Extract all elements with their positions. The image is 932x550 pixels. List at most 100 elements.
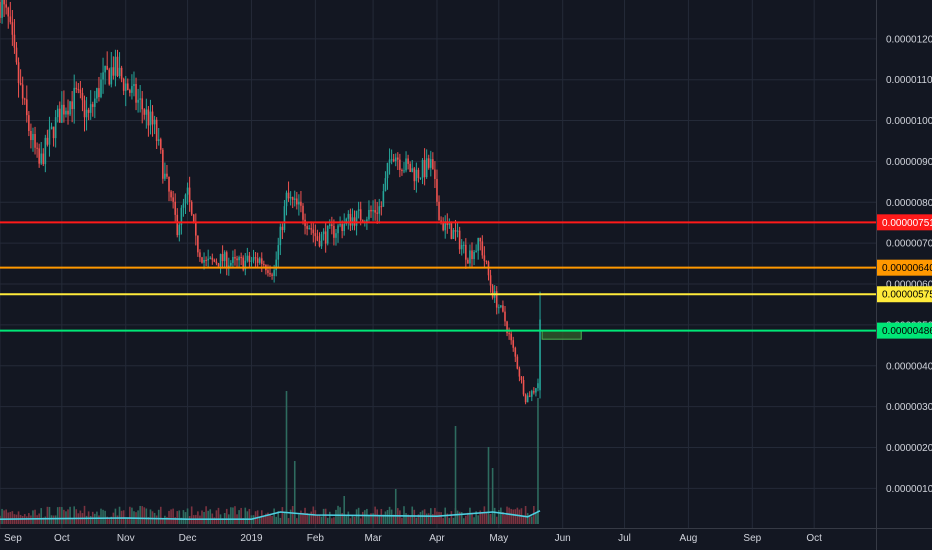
volume-bar: [401, 517, 403, 524]
candle-body: [518, 368, 521, 377]
candle-body: [182, 203, 185, 208]
volume-spike: [491, 468, 494, 524]
candle-body: [539, 319, 541, 391]
candle-body: [25, 99, 28, 116]
candle-body: [310, 228, 313, 230]
candle-body: [469, 250, 471, 264]
volume-bar: [159, 506, 162, 524]
level-price-tag: [877, 322, 932, 339]
candle-body: [149, 111, 152, 126]
candle-body: [52, 126, 55, 139]
volume-bar: [273, 508, 275, 524]
candle-body: [188, 187, 191, 202]
volume-bar: [110, 516, 113, 524]
volume-bar: [506, 506, 508, 524]
volume-bar: [79, 510, 82, 524]
volume-bar: [399, 510, 401, 524]
candle-body: [287, 192, 290, 199]
candle-body: [458, 230, 461, 250]
volume-bar: [168, 510, 170, 524]
volume-bar: [300, 510, 302, 524]
volume-bar: [473, 517, 475, 524]
volume-bar: [436, 511, 438, 524]
candle-body: [40, 153, 43, 164]
candle-body: [56, 108, 59, 118]
volume-bar: [25, 516, 28, 524]
candle-body: [296, 198, 298, 205]
volume-bar: [475, 511, 477, 524]
volume-bar: [456, 510, 459, 524]
volume-bar: [277, 511, 280, 524]
candle-body: [485, 260, 488, 262]
candle-body: [28, 115, 30, 131]
volume-bar: [122, 510, 125, 524]
candle-body: [54, 117, 57, 139]
candle-body: [302, 205, 304, 220]
candle-body: [58, 108, 61, 123]
candle-body: [203, 260, 205, 263]
candle-body: [331, 224, 333, 226]
volume-bar: [69, 506, 71, 524]
volume-bar: [209, 509, 212, 524]
candle-body: [372, 210, 374, 212]
candle-body: [38, 148, 40, 164]
candle-body: [285, 192, 288, 207]
volume-bar: [446, 513, 449, 524]
candle-body: [281, 226, 284, 231]
volume-bar: [481, 511, 484, 524]
candle-body: [172, 197, 174, 202]
volume-bar: [392, 514, 395, 524]
volume-bar: [425, 513, 428, 524]
time-axis[interactable]: Sep Oct Nov Dec 2019 Feb Mar Apr May Jun Jul Aug Sep…: [4, 533, 822, 544]
candle-body: [341, 224, 343, 231]
candle-body: [21, 84, 24, 99]
candle-body: [254, 257, 257, 259]
candle-body: [46, 137, 49, 145]
candle-body: [514, 347, 517, 357]
candle-body: [483, 255, 486, 261]
volume-bar: [275, 516, 277, 524]
volume-bar: [512, 509, 515, 524]
volume-bar: [500, 507, 502, 524]
volume-bar: [182, 510, 185, 524]
time-tick-label: Dec: [179, 533, 197, 544]
volume-bar: [413, 509, 416, 524]
candle-body: [32, 134, 34, 141]
candle-body: [392, 159, 395, 162]
candle-body: [3, 0, 5, 5]
candle-body: [30, 130, 32, 141]
candle-body: [116, 56, 119, 77]
candle-body: [108, 69, 111, 85]
volume-bar: [174, 517, 176, 524]
volume-bar: [533, 505, 535, 524]
candle-body: [279, 226, 282, 246]
volume-bar: [42, 517, 45, 524]
volume-bar: [124, 517, 127, 524]
candle-body: [512, 340, 515, 348]
volume-bar: [126, 518, 129, 524]
candle-body: [129, 90, 131, 93]
volume-bar: [271, 515, 273, 524]
candle-body: [217, 263, 220, 267]
candle-body: [283, 206, 286, 231]
volume-bar: [63, 509, 65, 524]
volume-bar: [176, 511, 179, 524]
candle-body: [102, 72, 104, 80]
volume-bar: [368, 514, 370, 524]
candle-body: [277, 245, 280, 260]
candle-body: [267, 270, 269, 273]
candle-body: [537, 383, 539, 389]
volume-bar: [246, 511, 249, 524]
volume-bar: [172, 508, 174, 524]
volume-bar: [450, 511, 453, 524]
horizontal-levels[interactable]: [0, 221, 876, 332]
candle-body: [258, 258, 261, 263]
volume-bar: [318, 515, 321, 524]
volume-bar: [85, 515, 88, 524]
volume-bar: [380, 508, 383, 524]
candle-body: [337, 225, 339, 234]
candle-body: [199, 252, 201, 258]
